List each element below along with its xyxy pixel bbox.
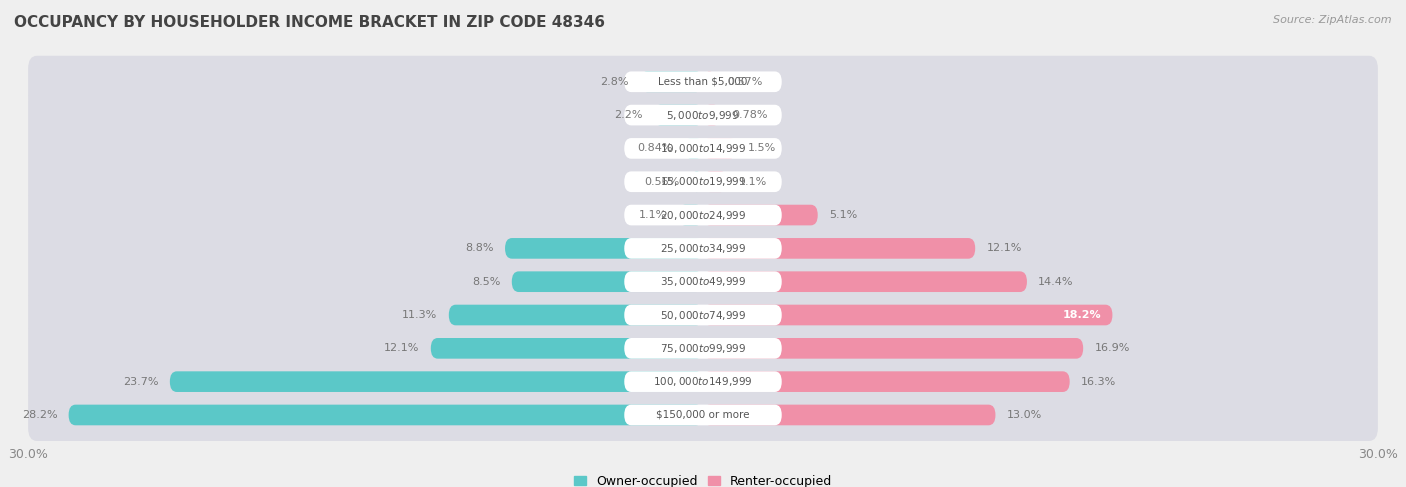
FancyBboxPatch shape	[703, 238, 976, 259]
Text: $100,000 to $149,999: $100,000 to $149,999	[654, 375, 752, 388]
FancyBboxPatch shape	[430, 338, 703, 358]
FancyBboxPatch shape	[624, 271, 782, 292]
Text: 23.7%: 23.7%	[124, 376, 159, 387]
FancyBboxPatch shape	[703, 271, 1026, 292]
FancyBboxPatch shape	[703, 72, 716, 92]
Text: 0.56%: 0.56%	[644, 177, 679, 187]
FancyBboxPatch shape	[28, 56, 1378, 108]
FancyBboxPatch shape	[624, 305, 782, 325]
Text: 12.1%: 12.1%	[987, 244, 1022, 253]
FancyBboxPatch shape	[170, 371, 703, 392]
Text: 8.8%: 8.8%	[465, 244, 494, 253]
FancyBboxPatch shape	[703, 138, 737, 159]
FancyBboxPatch shape	[28, 156, 1378, 208]
FancyBboxPatch shape	[624, 72, 782, 92]
Text: 14.4%: 14.4%	[1038, 277, 1074, 287]
Text: 0.78%: 0.78%	[731, 110, 768, 120]
Text: 5.1%: 5.1%	[830, 210, 858, 220]
FancyBboxPatch shape	[624, 171, 782, 192]
Text: 16.9%: 16.9%	[1094, 343, 1130, 354]
FancyBboxPatch shape	[505, 238, 703, 259]
Text: 11.3%: 11.3%	[402, 310, 437, 320]
FancyBboxPatch shape	[28, 122, 1378, 174]
FancyBboxPatch shape	[28, 89, 1378, 141]
Text: $50,000 to $74,999: $50,000 to $74,999	[659, 308, 747, 321]
FancyBboxPatch shape	[28, 223, 1378, 274]
FancyBboxPatch shape	[28, 389, 1378, 441]
Text: 2.2%: 2.2%	[614, 110, 643, 120]
Text: 28.2%: 28.2%	[21, 410, 58, 420]
FancyBboxPatch shape	[28, 289, 1378, 341]
Text: 0.57%: 0.57%	[727, 77, 762, 87]
FancyBboxPatch shape	[703, 205, 818, 225]
FancyBboxPatch shape	[624, 205, 782, 225]
Text: 1.1%: 1.1%	[740, 177, 768, 187]
Text: $35,000 to $49,999: $35,000 to $49,999	[659, 275, 747, 288]
Text: 13.0%: 13.0%	[1007, 410, 1042, 420]
FancyBboxPatch shape	[449, 305, 703, 325]
Text: 1.5%: 1.5%	[748, 143, 776, 153]
Text: 18.2%: 18.2%	[1063, 310, 1101, 320]
FancyBboxPatch shape	[28, 256, 1378, 308]
Text: Less than $5,000: Less than $5,000	[658, 77, 748, 87]
Text: $5,000 to $9,999: $5,000 to $9,999	[666, 109, 740, 122]
FancyBboxPatch shape	[512, 271, 703, 292]
Text: $15,000 to $19,999: $15,000 to $19,999	[659, 175, 747, 188]
Text: $75,000 to $99,999: $75,000 to $99,999	[659, 342, 747, 355]
Text: Source: ZipAtlas.com: Source: ZipAtlas.com	[1274, 15, 1392, 25]
FancyBboxPatch shape	[678, 205, 703, 225]
FancyBboxPatch shape	[654, 105, 703, 126]
Text: $10,000 to $14,999: $10,000 to $14,999	[659, 142, 747, 155]
Text: 0.84%: 0.84%	[637, 143, 673, 153]
FancyBboxPatch shape	[703, 105, 720, 126]
FancyBboxPatch shape	[624, 105, 782, 126]
Text: $20,000 to $24,999: $20,000 to $24,999	[659, 208, 747, 222]
FancyBboxPatch shape	[69, 405, 703, 425]
FancyBboxPatch shape	[703, 305, 1112, 325]
FancyBboxPatch shape	[28, 356, 1378, 408]
FancyBboxPatch shape	[703, 405, 995, 425]
FancyBboxPatch shape	[690, 171, 703, 192]
Text: 12.1%: 12.1%	[384, 343, 419, 354]
FancyBboxPatch shape	[703, 171, 728, 192]
FancyBboxPatch shape	[703, 371, 1070, 392]
Text: $25,000 to $34,999: $25,000 to $34,999	[659, 242, 747, 255]
FancyBboxPatch shape	[28, 189, 1378, 241]
Text: 16.3%: 16.3%	[1081, 376, 1116, 387]
FancyBboxPatch shape	[624, 371, 782, 392]
FancyBboxPatch shape	[685, 138, 703, 159]
FancyBboxPatch shape	[624, 138, 782, 159]
FancyBboxPatch shape	[703, 338, 1083, 358]
FancyBboxPatch shape	[624, 238, 782, 259]
Legend: Owner-occupied, Renter-occupied: Owner-occupied, Renter-occupied	[568, 470, 838, 487]
Text: 1.1%: 1.1%	[638, 210, 666, 220]
FancyBboxPatch shape	[624, 338, 782, 358]
Text: $150,000 or more: $150,000 or more	[657, 410, 749, 420]
FancyBboxPatch shape	[28, 322, 1378, 375]
FancyBboxPatch shape	[640, 72, 703, 92]
FancyBboxPatch shape	[624, 405, 782, 425]
Text: OCCUPANCY BY HOUSEHOLDER INCOME BRACKET IN ZIP CODE 48346: OCCUPANCY BY HOUSEHOLDER INCOME BRACKET …	[14, 15, 605, 30]
Text: 8.5%: 8.5%	[472, 277, 501, 287]
Text: 2.8%: 2.8%	[600, 77, 628, 87]
